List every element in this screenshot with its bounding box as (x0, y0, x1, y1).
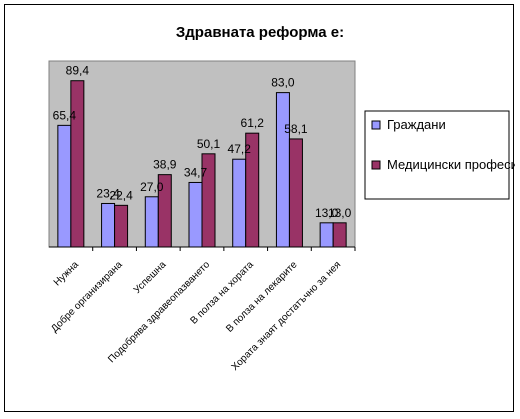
data-label-s2-6: 58,1 (284, 122, 308, 136)
legend-label-2: Медицински професионалисти (387, 157, 515, 172)
bars-group (57, 80, 347, 248)
chart-frame: Здравната реформа е: 65,4 89,4 23,4 22,4 27,… (4, 4, 515, 412)
legend-swatch-2 (371, 160, 381, 170)
data-label-s1-1: 65,4 (53, 108, 77, 122)
data-label-s1-2: 23,4 (96, 186, 120, 200)
data-label-s1-3: 27,0 (140, 180, 164, 194)
x-tick-label-1: Нужна (52, 259, 81, 288)
chart-title: Здравната реформа е: (176, 24, 344, 41)
x-tick-label-6: В полза на лекарите (224, 259, 300, 335)
data-label-s2-3: 38,9 (153, 158, 177, 172)
x-tick-marks (92, 247, 356, 251)
legend-label-1: Граждани (387, 117, 446, 132)
bar-s1-5 (232, 158, 247, 248)
bar-s1-3 (144, 196, 159, 248)
bar-s1-1 (57, 124, 72, 248)
data-label-s2-7: 13,0 (328, 206, 352, 220)
bar-s1-2 (101, 202, 116, 248)
bar-s1-4 (188, 181, 203, 248)
bar-s1-6 (275, 92, 290, 248)
data-label-s2-2: 22,4 (109, 188, 133, 202)
bar-s2-6 (288, 138, 303, 248)
bar-chart: Здравната реформа е: 65,4 89,4 23,422,4 27,… (48, 24, 515, 373)
legend-box (364, 110, 510, 200)
data-label-s2-1: 89,4 (66, 64, 90, 78)
legend-swatch-1 (371, 120, 381, 130)
bar-s2-2 (114, 204, 129, 248)
data-label-s2-4: 50,1 (197, 137, 221, 151)
data-label-s1-4: 34,7 (184, 165, 208, 179)
data-label-s1-7: 13,0 (315, 206, 339, 220)
data-label-s2-5: 61,2 (241, 116, 265, 130)
legend: Граждани Медицински професионалисти (364, 110, 515, 200)
bar-s1-7 (319, 222, 334, 248)
data-labels-group: 65,4 89,4 23,422,4 27,0 38,9 34,7 50,1 47,2 61,2… (53, 64, 352, 220)
bar-s2-7 (332, 222, 347, 248)
data-label-s1-5: 47,2 (228, 142, 252, 156)
data-label-s1-6: 83,0 (271, 76, 295, 90)
x-tick-label-2: Добре организирана (49, 258, 125, 334)
bar-s2-1 (70, 80, 85, 248)
x-tick-label-3: Успешна (132, 259, 169, 296)
